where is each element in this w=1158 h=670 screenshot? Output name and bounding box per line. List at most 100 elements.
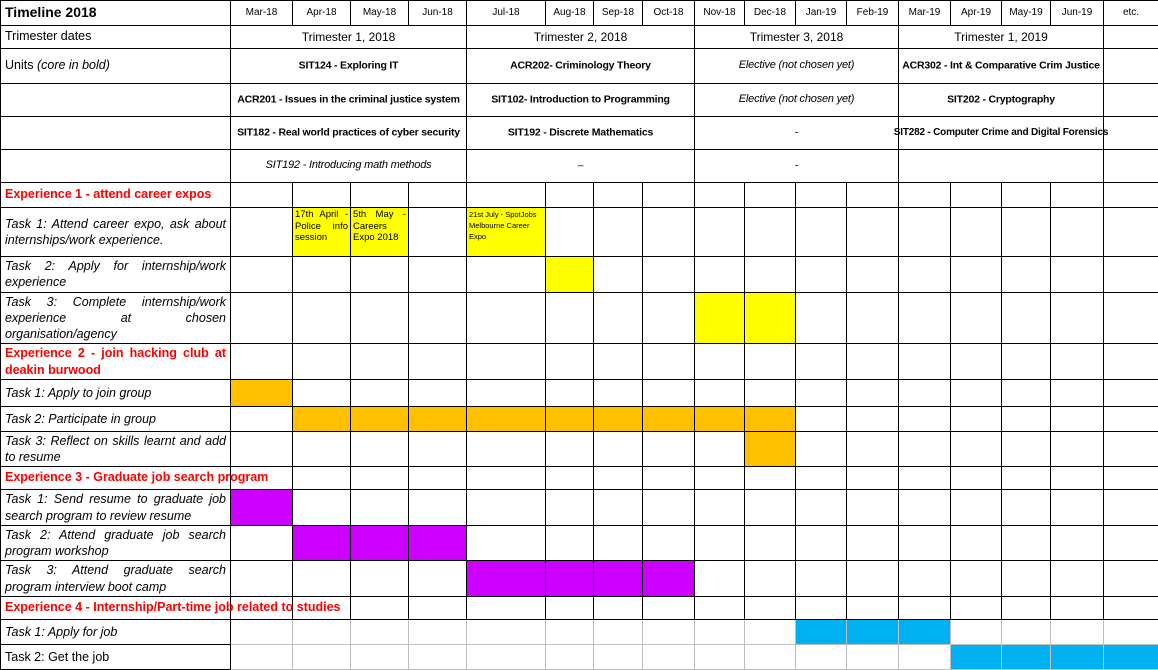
grid-cell: [951, 406, 1002, 431]
grid-cell: [409, 431, 467, 467]
grid-cell: [1104, 467, 1158, 490]
bar-cell: [695, 406, 745, 431]
grid-cell: [231, 561, 293, 597]
grid-cell: [951, 208, 1002, 257]
unit-name: SIT282 - Computer Crime and Digital Fore…: [894, 127, 1108, 140]
task-label: Task 2: Get the job: [1, 644, 231, 669]
month-header: Apr-18: [293, 1, 351, 26]
bar-cell: [351, 525, 409, 561]
grid-cell: [231, 431, 293, 467]
experience-header: Experience 2 - join hacking club at deak…: [1, 344, 231, 380]
grid-cell: [796, 379, 847, 406]
unit-name: –: [578, 159, 584, 172]
bar-cell: [847, 619, 899, 644]
grid-cell: [351, 292, 409, 344]
grid-cell: [293, 183, 351, 208]
unit-cell: SIT124 - Exploring IT: [231, 49, 467, 84]
bar-cell: [293, 406, 351, 431]
grid-cell: [594, 490, 643, 526]
grid-cell: [899, 183, 951, 208]
grid-cell: [796, 431, 847, 467]
grid-cell: [847, 431, 899, 467]
bar-cell: [796, 619, 847, 644]
grid-cell: [796, 406, 847, 431]
grid-cell: [899, 467, 951, 490]
grid-cell: [1051, 490, 1104, 526]
task-label: Task 3: Attend graduate search program i…: [1, 561, 231, 597]
grid-cell: [1051, 431, 1104, 467]
grid-cell: [231, 644, 293, 669]
grid-cell: [1104, 344, 1158, 380]
grid-cell: [594, 431, 643, 467]
grid-cell: [643, 183, 695, 208]
grid-cell: [351, 257, 409, 293]
grid-cell: [796, 596, 847, 619]
grid-cell: [1104, 183, 1158, 208]
grid-cell: [796, 292, 847, 344]
month-header: Mar-19: [899, 1, 951, 26]
grid-cell: [467, 490, 546, 526]
grid-cell: [899, 525, 951, 561]
grid-cell: [1002, 208, 1051, 257]
task-label: Task 1: Apply to join group: [1, 379, 231, 406]
grid-cell: [1104, 431, 1158, 467]
grid-cell: [796, 183, 847, 208]
grid-cell: [293, 644, 351, 669]
grid-cell: [951, 292, 1002, 344]
month-header: Feb-19: [847, 1, 899, 26]
bar-cell: [467, 406, 546, 431]
bar-cell: [231, 379, 293, 406]
task-label: Task 2: Attend graduate job search progr…: [1, 525, 231, 561]
grid-cell: [847, 257, 899, 293]
grid-cell: [1104, 619, 1158, 644]
grid-cell: [643, 344, 695, 380]
experience-header-row: Experience 1 - attend career expos: [1, 183, 1158, 208]
unit-row: SIT182 - Real world practices of cyber s…: [1, 117, 1158, 150]
grid-cell: [1002, 619, 1051, 644]
grid-cell: [594, 619, 643, 644]
grid-cell: [231, 619, 293, 644]
units-row-label: [1, 117, 231, 150]
grid-cell: [796, 561, 847, 597]
grid-cell: [951, 561, 1002, 597]
grid-cell: [1051, 596, 1104, 619]
grid-cell: [467, 644, 546, 669]
grid-cell: [1104, 379, 1158, 406]
experience-header-text: Experience 4 - Internship/Part-time job …: [5, 600, 341, 616]
grid-cell: [745, 619, 796, 644]
grid-cell: [899, 292, 951, 344]
grid-cell: [847, 406, 899, 431]
grid-cell: [594, 344, 643, 380]
experience-header-row: Experience 4 - Internship/Part-time job …: [1, 596, 1158, 619]
grid-cell: [1002, 596, 1051, 619]
task-row: Task 3: Attend graduate search program i…: [1, 561, 1158, 597]
grid-cell: [643, 467, 695, 490]
bar-cell: [695, 292, 745, 344]
grid-cell: [951, 379, 1002, 406]
bar-cell: [467, 561, 546, 597]
grid-cell: [745, 344, 796, 380]
grid-cell: [847, 644, 899, 669]
grid-cell: [594, 208, 643, 257]
grid-cell: [293, 292, 351, 344]
bar-cell: [899, 619, 951, 644]
grid-cell: [409, 467, 467, 490]
grid-cell: [467, 344, 546, 380]
grid-cell: [1104, 292, 1158, 344]
month-header: etc.: [1104, 1, 1158, 26]
grid-cell: [951, 467, 1002, 490]
grid-cell: [351, 561, 409, 597]
task-row: Task 1: Apply to join group: [1, 379, 1158, 406]
unit-cell: SIT282 - Computer Crime and Digital Fore…: [899, 117, 1104, 150]
grid-cell: [467, 257, 546, 293]
unit-name: SIT102- Introduction to Programming: [491, 93, 670, 106]
grid-cell: [899, 257, 951, 293]
grid-cell: [745, 596, 796, 619]
grid-cell: [745, 183, 796, 208]
grid-cell: [1051, 183, 1104, 208]
grid-cell: [467, 379, 546, 406]
grid-cell: [293, 619, 351, 644]
grid-cell: [643, 490, 695, 526]
unit-name: ACR201 - Issues in the criminal justice …: [237, 93, 459, 106]
